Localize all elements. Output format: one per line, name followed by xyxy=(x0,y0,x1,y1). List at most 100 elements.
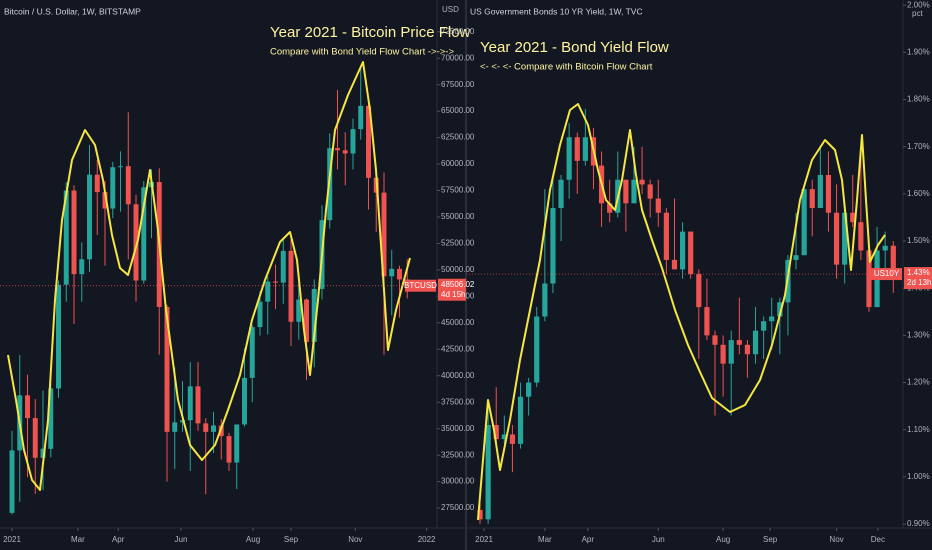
y-tick-label: 1.10% xyxy=(907,425,930,434)
candle-body xyxy=(801,189,807,256)
y-tick-label: 1.90% xyxy=(907,47,930,56)
candle-body xyxy=(164,306,170,432)
candle-body xyxy=(94,174,100,193)
y-tick-label: 35000.00 xyxy=(441,424,475,433)
symbol-box xyxy=(871,268,902,281)
candle-body xyxy=(242,377,247,425)
y-tick-label: 1.60% xyxy=(907,189,930,198)
candle-body xyxy=(736,340,742,345)
x-tick-label: Apr xyxy=(582,535,595,544)
candle-body xyxy=(558,179,564,209)
candle-body xyxy=(493,425,499,440)
candle-body xyxy=(712,335,718,345)
candle-body xyxy=(63,190,69,285)
candle-body xyxy=(288,250,294,322)
y-tick-label: 55000.00 xyxy=(441,212,475,221)
candle-body xyxy=(397,268,402,280)
candle-body xyxy=(87,174,92,260)
price-label: 1.43% xyxy=(907,268,930,277)
y-tick-label: 1.30% xyxy=(907,330,930,339)
y-tick-label: 42500.00 xyxy=(441,344,475,353)
candle-body xyxy=(125,166,131,205)
x-tick-label: Dec xyxy=(871,535,885,544)
candle-body xyxy=(696,274,702,308)
x-tick-label: Aug xyxy=(246,535,260,544)
x-tick-label: Mar xyxy=(538,535,552,544)
candle-body xyxy=(358,105,364,130)
candle-body xyxy=(793,255,799,260)
candle-body xyxy=(133,204,139,281)
candle-body xyxy=(226,436,232,463)
candles-layer xyxy=(9,68,896,525)
candle-body xyxy=(79,259,85,275)
y-tick-label: 1.50% xyxy=(907,236,930,245)
candle-body xyxy=(257,301,263,328)
candle-body xyxy=(582,137,588,161)
candle-body xyxy=(25,395,30,419)
candle-body xyxy=(211,425,216,432)
x-tick-label: Jun xyxy=(175,535,188,544)
candle-body xyxy=(249,327,255,378)
y-tick-label: 1.00% xyxy=(907,472,930,481)
candle-body xyxy=(509,434,516,444)
y-tick-label: 30000.00 xyxy=(441,477,475,486)
y-tick-label: 2.00% xyxy=(907,0,930,9)
candle-body xyxy=(265,281,271,302)
candle-body xyxy=(48,388,54,449)
candle-body xyxy=(32,418,38,458)
countdown-label: 4d 15h xyxy=(441,290,465,299)
candle-body xyxy=(311,288,317,342)
x-tick-label: Sep xyxy=(284,535,299,544)
candle-body xyxy=(777,302,783,317)
candle-body xyxy=(752,330,759,355)
price-label: 48506.02 xyxy=(441,280,475,289)
candle-body xyxy=(110,167,116,209)
candle-body xyxy=(842,212,848,265)
candle-body xyxy=(517,396,524,444)
y-tick-label: 1.70% xyxy=(907,142,930,151)
symbol-box xyxy=(405,279,436,292)
chart-subtitle: <- <- <- Compare with Bitcoin Flow Chart xyxy=(480,62,653,73)
candle-body xyxy=(607,203,613,213)
candle-body xyxy=(195,386,201,424)
candle-body xyxy=(342,150,348,154)
price-box xyxy=(438,278,466,301)
candle-body xyxy=(56,284,61,389)
candle-body xyxy=(485,425,491,520)
candle-body xyxy=(273,281,278,283)
y-tick-label: 62500.00 xyxy=(441,133,475,142)
axis-unit: USD xyxy=(442,5,459,14)
x-tick-label: Mar xyxy=(71,535,85,544)
candle-body xyxy=(304,299,309,342)
candle-body xyxy=(769,316,775,322)
candle-body xyxy=(623,179,629,204)
candle-body xyxy=(118,166,123,168)
candle-body xyxy=(141,187,147,281)
price-box xyxy=(904,267,932,290)
candle-body xyxy=(850,212,856,223)
y-tick-label: 45000.00 xyxy=(441,318,475,327)
chart-header: Bitcoin / U.S. Dollar, 1W, BITSTAMP xyxy=(4,6,141,16)
candle-body xyxy=(858,222,864,251)
candle-body xyxy=(234,424,240,463)
candle-body xyxy=(631,179,637,204)
candle-body xyxy=(647,184,653,199)
y-tick-label: 1.20% xyxy=(907,378,930,387)
chart-subtitle: Compare with Bond Yield Flow Chart ->->-… xyxy=(270,47,454,58)
candle-body xyxy=(833,212,840,265)
y-tick-label: 32500.00 xyxy=(441,450,475,459)
candle-body xyxy=(350,129,356,154)
candle-body xyxy=(40,448,46,458)
x-tick-label: Aug xyxy=(716,535,730,544)
candle-body xyxy=(102,192,108,209)
x-tick-label: Sep xyxy=(763,535,778,544)
y-tick-label: 65000.00 xyxy=(441,106,475,115)
y-tick-label: 67500.00 xyxy=(441,80,475,89)
y-tick-label: 40000.00 xyxy=(441,371,475,380)
y-tick-label: 1.80% xyxy=(907,95,930,104)
candle-body xyxy=(728,340,734,364)
candle-body xyxy=(720,344,726,364)
candle-body xyxy=(882,245,888,251)
y-tick-label: 37500.00 xyxy=(441,397,475,406)
candle-body xyxy=(550,208,556,284)
